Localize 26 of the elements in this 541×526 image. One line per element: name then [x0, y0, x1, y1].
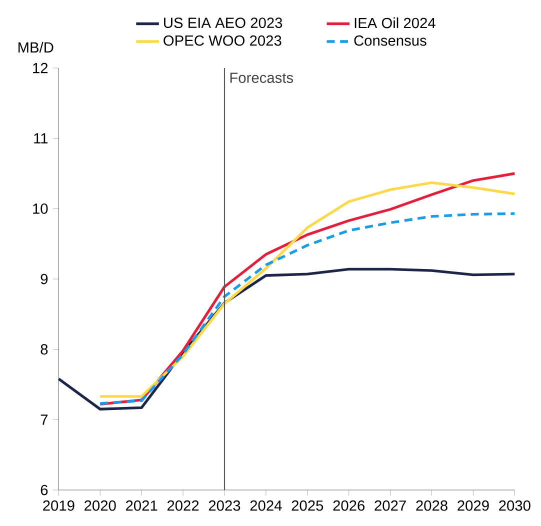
x-tick-label: 2024 — [250, 500, 282, 511]
line-series — [98, 212, 516, 405]
y-tick-label: 12 — [33, 62, 48, 74]
x-tick-label: 2030 — [499, 500, 530, 511]
y-axis-title: MB/D — [18, 42, 54, 53]
x-tick-label: 2026 — [333, 500, 365, 511]
y-tick-label: 7 — [40, 414, 48, 425]
x-tick-label: 2027 — [374, 500, 406, 511]
y-tick-label: 10 — [33, 203, 48, 214]
x-tick-label: 2025 — [292, 500, 324, 511]
x-tick-label: 2021 — [126, 500, 158, 511]
y-tick-label: 9 — [40, 274, 48, 284]
x-tick-label: 2028 — [416, 500, 448, 511]
x-tick-label: 2022 — [167, 500, 199, 511]
x-tick-label: 2023 — [208, 500, 240, 511]
x-tick-label: 2020 — [84, 500, 116, 511]
x-tick-label: 2029 — [458, 500, 489, 511]
y-tick-label: 11 — [34, 133, 48, 144]
ref-line-label: Forecasts — [230, 72, 294, 83]
legend-label: OPEC WOO 2023 — [164, 35, 282, 46]
x-tick-label: 2019 — [43, 500, 74, 511]
y-tick-label: 6 — [40, 484, 48, 496]
legend-label: Consensus — [354, 35, 426, 46]
legend-label: US EIA AEO 2023 — [164, 18, 282, 28]
y-tick-label: 8 — [40, 344, 48, 355]
legend-label: IEA Oil 2024 — [354, 17, 436, 28]
